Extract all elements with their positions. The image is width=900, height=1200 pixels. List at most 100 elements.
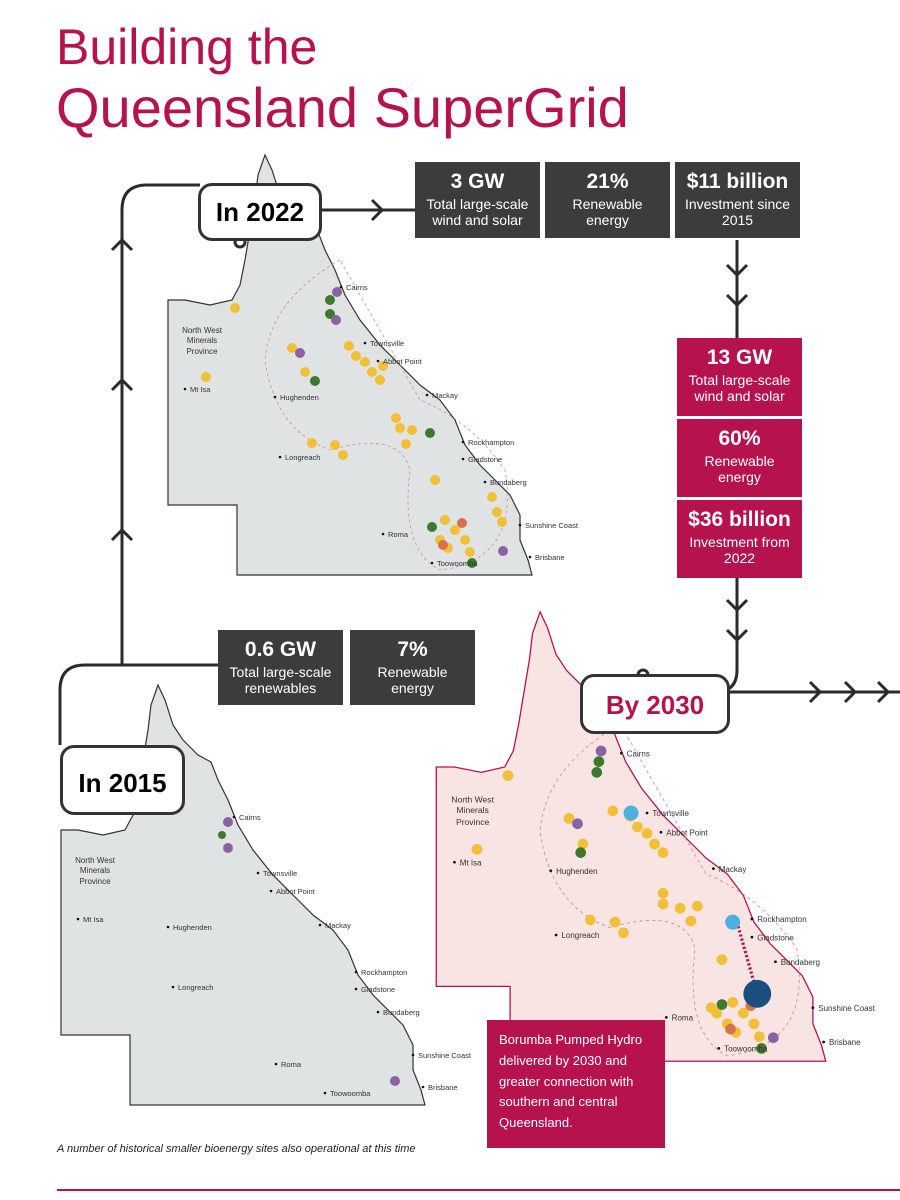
place-label: Roma [388, 530, 409, 539]
place-dot [381, 532, 385, 536]
place-label: Bundaberg [490, 478, 527, 487]
place-dot [811, 1006, 815, 1010]
place-label: Bundaberg [383, 1008, 420, 1017]
place-label: Gladstone [757, 933, 794, 942]
place-dot [645, 811, 649, 815]
place-label: Abbot Point [666, 828, 708, 837]
place-label: Abbot Point [276, 887, 316, 896]
place-dot [774, 960, 777, 964]
place-label: North West Minerals Province [451, 794, 494, 827]
stat-label: Renewable energy [377, 664, 448, 697]
stat-value: 13 GW [706, 346, 773, 369]
place-dot [549, 869, 553, 873]
place-dot [822, 1040, 825, 1044]
place-dot [269, 889, 273, 893]
place-label: Mt Isa [460, 858, 482, 867]
stat-box: 7% Renewable energy [350, 630, 475, 705]
place-label: Longreach [561, 931, 599, 940]
stat-label: Renewable energy [572, 196, 643, 229]
place-label: Toowoomba [330, 1089, 371, 1098]
stat-box: 60% Renewable energy [677, 419, 802, 497]
place-dot [430, 561, 434, 565]
place-label: Rockhampton [361, 968, 407, 977]
place-label: Cairns [239, 813, 261, 822]
stat-box: $11 billion Investment since 2015 [675, 162, 800, 238]
map-2015: Cairns Townsville Abbot Point Mackay Rockham… [60, 684, 472, 1106]
place-dot [664, 1015, 668, 1019]
place-label: North West Minerals Province [451, 794, 494, 827]
place-dot [483, 480, 487, 484]
place-label: Gladstone [468, 455, 502, 464]
place-label: Hughenden [173, 923, 212, 932]
stage-label: In 2022 [198, 183, 322, 241]
place-label: Rockhampton [757, 915, 806, 924]
place-label: Townsville [263, 869, 297, 878]
place-dot [278, 455, 282, 459]
stat-value: 60% [718, 427, 761, 450]
place-label: North West Minerals Province [182, 326, 222, 356]
stat-value: $36 billion [688, 508, 791, 531]
place-label: Sunshine Coast [525, 521, 579, 530]
place-dot [717, 1047, 721, 1050]
place-label: Longreach [285, 453, 320, 462]
map-2030: Cairns Townsville Abbot Point Mackay Rockham… [435, 611, 876, 1062]
place-dot [376, 359, 380, 363]
place-dot [554, 933, 558, 937]
place-label: Hughenden [556, 867, 597, 876]
place-dot [518, 523, 522, 527]
place-dot [421, 1085, 425, 1089]
place-dot [171, 985, 175, 989]
stat-value: 21% [586, 170, 629, 193]
place-label: Toowoomba [437, 559, 478, 568]
stage-label: In 2015 [60, 745, 185, 815]
title-line: Building the [56, 19, 318, 75]
place-dot [354, 987, 358, 991]
place-dot [711, 867, 715, 871]
flow-lines [58, 183, 900, 745]
place-dot [411, 1053, 415, 1057]
footnote: A number of historical smaller bioenergy… [57, 1143, 416, 1155]
place-label: North West Minerals Province [182, 326, 222, 356]
place-dot [339, 285, 343, 289]
place-dot [274, 1062, 278, 1066]
place-dot [323, 1091, 327, 1095]
stat-label: Investment from 2022 [689, 534, 790, 567]
place-dot [183, 387, 187, 391]
stat-box: 13 GW Total large-scale wind and solar [677, 338, 802, 416]
place-label: Brisbane [428, 1083, 458, 1092]
map-2022: Cairns Townsville Abbot Point Mackay Rockham… [167, 154, 579, 576]
place-dot [256, 871, 260, 875]
place-label: Toowoomba [724, 1045, 768, 1054]
place-dot [363, 341, 367, 345]
place-dot [166, 925, 170, 929]
stat-box: $36 billion Investment from 2022 [677, 500, 802, 578]
place-label: Cairns [346, 283, 368, 292]
stat-label: Total large-scale renewables [229, 664, 332, 697]
place-dot [659, 830, 663, 834]
place-label: Mt Isa [190, 385, 211, 394]
place-dot [461, 457, 465, 461]
place-dot [453, 860, 456, 864]
place-label: North West Minerals Province [75, 856, 115, 886]
stat-label: Total large-scale wind and solar [426, 196, 529, 229]
place-dot [528, 555, 532, 559]
place-dot [376, 1010, 380, 1014]
place-label: Townsville [370, 339, 404, 348]
place-label: Hughenden [280, 393, 319, 402]
place-label: Mt Isa [83, 915, 104, 924]
place-label: Mackay [325, 921, 351, 930]
stage-label: By 2030 [580, 674, 730, 734]
stat-value: 7% [397, 638, 428, 661]
place-dot [461, 440, 465, 444]
place-label: Abbot Point [383, 357, 423, 366]
stat-value: $11 billion [686, 170, 789, 193]
place-label: Longreach [178, 983, 213, 992]
place-dot [318, 923, 322, 927]
place-label: Brisbane [829, 1038, 861, 1047]
place-dot [232, 815, 236, 819]
place-dot [425, 393, 429, 397]
place-label: Roma [672, 1014, 694, 1023]
place-dot [750, 917, 754, 921]
place-dot [354, 970, 358, 974]
